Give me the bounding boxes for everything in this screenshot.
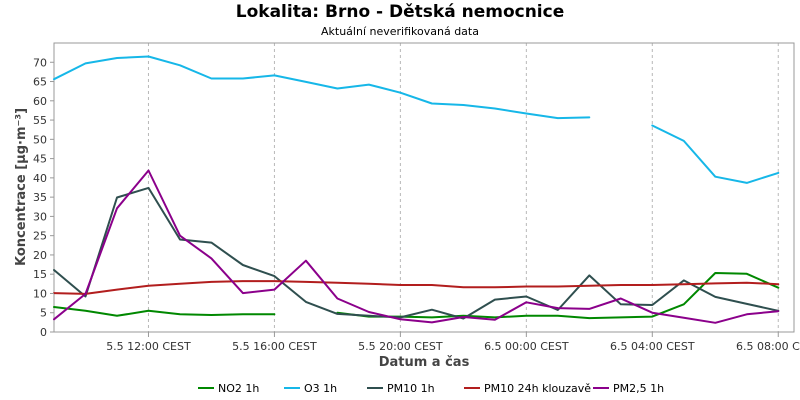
y-tick-label: 10 bbox=[33, 287, 47, 300]
y-axis-ticks: 0 5 10 15 20 25 30 35 40 45 50 55 60 65 70 bbox=[33, 56, 54, 339]
chart-subtitle: Aktuální neverifikovaná data bbox=[321, 25, 479, 38]
y-tick-label: 0 bbox=[40, 326, 47, 339]
series-line-pm10-24h-klouzav bbox=[53, 280, 780, 295]
legend-label: NO2 1h bbox=[218, 382, 259, 395]
x-tick-label: 6.5 00:00 CEST bbox=[484, 340, 569, 353]
legend-label: O3 1h bbox=[304, 382, 337, 395]
y-tick-label: 65 bbox=[33, 76, 47, 89]
y-axis-label: Koncentrace [µg·m⁻³] bbox=[14, 108, 29, 266]
series-line-pm2-5-1h bbox=[53, 169, 780, 324]
legend-label: PM10 1h bbox=[387, 382, 435, 395]
plot-area-border bbox=[53, 42, 795, 333]
x-tick-label: 5.5 12:00 CEST bbox=[106, 340, 191, 353]
y-tick-label: 60 bbox=[33, 95, 47, 108]
y-tick-label: 35 bbox=[33, 191, 47, 204]
x-tick-label: 6.5 08:00 CEST bbox=[736, 340, 800, 353]
y-tick-label: 30 bbox=[33, 210, 47, 223]
legend-label: PM10 24h klouzavě bbox=[484, 382, 591, 395]
y-tick-label: 25 bbox=[33, 230, 47, 243]
series-line-o3-1h bbox=[53, 55, 780, 184]
legend-label: PM2,5 1h bbox=[613, 382, 664, 395]
y-tick-label: 70 bbox=[33, 56, 47, 69]
y-tick-label: 20 bbox=[33, 249, 47, 262]
y-tick-label: 5 bbox=[40, 307, 47, 320]
series-line-pm10-1h bbox=[53, 186, 780, 320]
x-axis-ticks: 5.5 12:00 CEST 5.5 16:00 CEST 5.5 20:00 CE… bbox=[106, 332, 800, 353]
chart-title: Lokalita: Brno - Dětská nemocnice bbox=[236, 2, 565, 22]
y-tick-label: 15 bbox=[33, 268, 47, 281]
x-tick-label: 5.5 20:00 CEST bbox=[358, 340, 443, 353]
y-tick-label: 55 bbox=[33, 114, 47, 127]
y-tick-label: 50 bbox=[33, 133, 47, 146]
y-tick-label: 40 bbox=[33, 172, 47, 185]
x-tick-label: 5.5 16:00 CEST bbox=[232, 340, 317, 353]
series-lines bbox=[53, 55, 780, 324]
y-tick-label: 45 bbox=[33, 153, 47, 166]
x-axis-label: Datum a čas bbox=[379, 355, 470, 370]
x-tick-label: 6.5 04:00 CEST bbox=[610, 340, 695, 353]
legend: NO2 1h O3 1h PM10 1h PM10 24h klouzavě PM2,5… bbox=[198, 382, 664, 395]
